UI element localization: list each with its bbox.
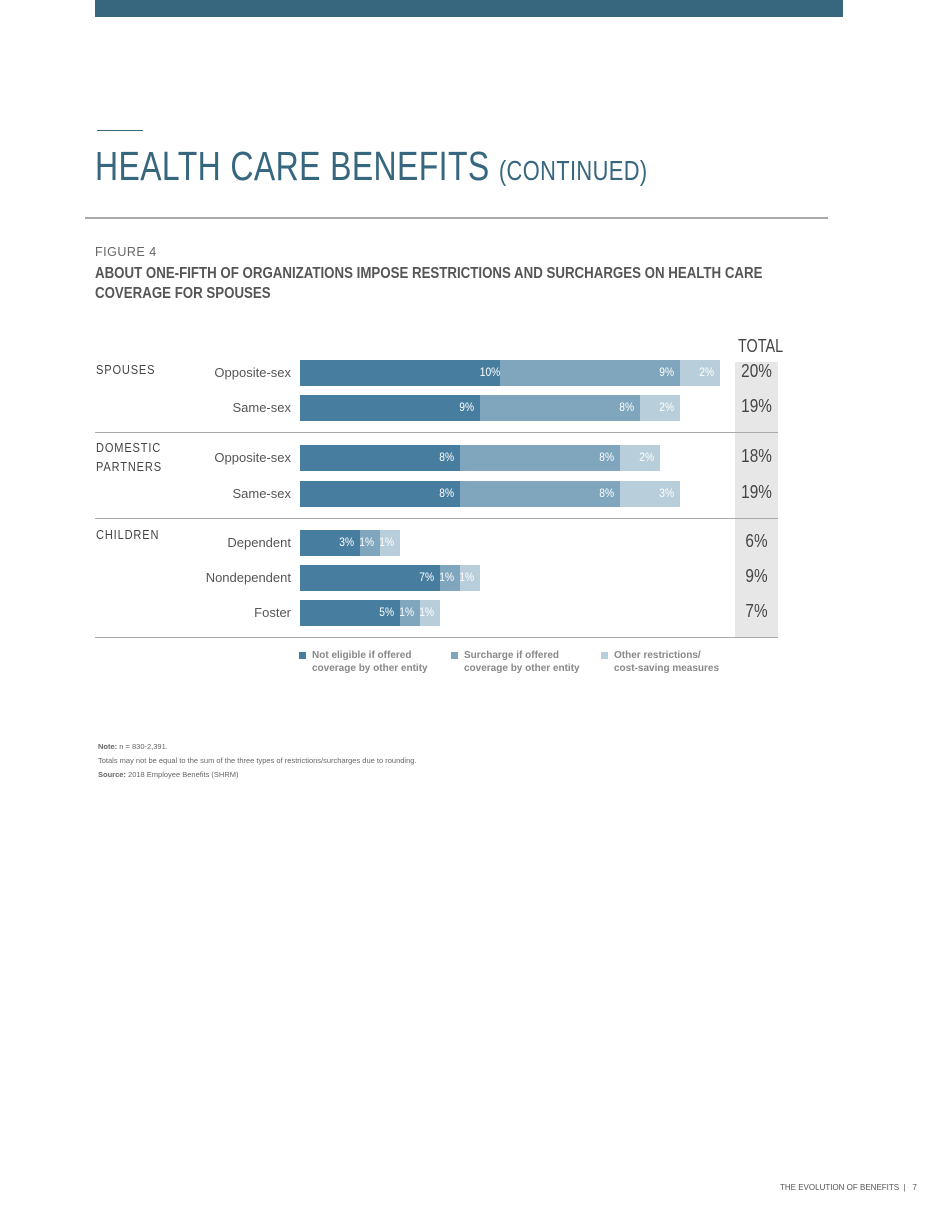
page-number: 7 <box>912 1183 917 1192</box>
note-rounding: Totals may not be equal to the sum of th… <box>98 756 417 765</box>
row-label: Nondependent <box>205 570 291 585</box>
row-total: 18% <box>741 446 772 466</box>
row-total: 6% <box>745 531 768 551</box>
group-label: SPOUSES <box>96 362 156 377</box>
bar-segment <box>480 395 640 421</box>
bar-segment <box>420 600 440 626</box>
bar-value-label: 8% <box>599 450 615 464</box>
total-header: TOTAL <box>738 336 784 356</box>
bar-value-label: 1% <box>459 570 475 584</box>
bar-segment <box>300 395 480 421</box>
row-total: 7% <box>745 601 768 621</box>
legend-swatch <box>451 652 458 659</box>
bar-value-label: 1% <box>419 605 435 619</box>
bar-segment <box>300 530 360 556</box>
top-banner <box>95 0 843 17</box>
group-label: DOMESTIC PARTNERS <box>96 440 162 474</box>
bar-segment <box>300 481 460 507</box>
group-divider <box>95 518 778 519</box>
bar-segment <box>380 530 400 556</box>
title-accent-rule <box>97 130 143 131</box>
legend-swatch <box>601 652 608 659</box>
group-divider <box>95 432 778 433</box>
legend-item: Other restrictions/ cost-saving measures <box>601 650 724 675</box>
bar-segment <box>620 481 680 507</box>
bar-value-label: 5% <box>379 605 395 619</box>
notes: Note: n = 830-2,391. Totals may not be e… <box>98 740 417 782</box>
bar-segment <box>300 565 440 591</box>
bar-value-label: 9% <box>659 365 675 379</box>
figure-label: FIGURE 4 <box>95 245 157 259</box>
bar-value-label: 8% <box>599 486 615 500</box>
row-total: 9% <box>745 566 768 586</box>
figure-title: ABOUT ONE-FIFTH OF ORGANIZATIONS IMPOSE … <box>95 265 763 302</box>
bar-value-label: 10% <box>479 365 501 379</box>
bar-value-label: 2% <box>639 450 655 464</box>
row-label: Same-sex <box>232 486 291 501</box>
bar-value-label: 2% <box>659 400 675 414</box>
bar-segment <box>460 445 620 471</box>
row-label: Opposite-sex <box>214 450 291 465</box>
source-label: Source: <box>98 770 126 779</box>
bar-segment <box>400 600 420 626</box>
note-text: n = 830-2,391. <box>119 742 168 751</box>
title-suffix: (CONTINUED) <box>498 155 648 186</box>
bar-segment <box>300 445 460 471</box>
title-text: HEALTH CARE BENEFITS <box>95 143 490 189</box>
bar-value-label: 7% <box>419 570 435 584</box>
bar-value-label: 1% <box>399 605 415 619</box>
row-total: 19% <box>741 396 772 416</box>
bar-segment <box>680 360 720 386</box>
bar-value-label: 9% <box>459 400 475 414</box>
group-label: CHILDREN <box>96 527 160 542</box>
total-column <box>735 362 778 638</box>
row-label: Opposite-sex <box>214 365 291 380</box>
divider <box>85 217 828 219</box>
footer: THE EVOLUTION OF BENEFITS | 7 <box>780 1183 917 1192</box>
bar-segment <box>360 530 380 556</box>
bar-value-label: 8% <box>619 400 635 414</box>
legend-item: Not eligible if offered coverage by othe… <box>299 650 437 675</box>
bar-segment <box>460 565 480 591</box>
bar-segment <box>300 360 500 386</box>
legend-item: Surcharge if offered coverage by other e… <box>451 650 589 675</box>
bar-value-label: 2% <box>699 365 715 379</box>
legend-label: Other restrictions/ cost-saving measures <box>614 650 720 674</box>
group-divider <box>95 637 778 638</box>
bar-value-label: 1% <box>359 535 375 549</box>
row-label: Dependent <box>227 535 291 550</box>
bar-value-label: 1% <box>439 570 455 584</box>
legend-label: Surcharge if offered coverage by other e… <box>464 650 580 674</box>
page-title: HEALTH CARE BENEFITS (CONTINUED) <box>95 143 648 190</box>
bar-value-label: 3% <box>659 486 675 500</box>
note-label: Note: <box>98 742 118 751</box>
row-label: Same-sex <box>232 400 291 415</box>
legend-label: Not eligible if offered coverage by othe… <box>312 650 428 674</box>
source-text: 2018 Employee Benefits (SHRM) <box>128 770 239 779</box>
bar-value-label: 1% <box>379 535 395 549</box>
bar-value-label: 3% <box>339 535 355 549</box>
legend-swatch <box>299 652 306 659</box>
bar-segment <box>640 395 680 421</box>
bar-segment <box>620 445 660 471</box>
bar-value-label: 8% <box>439 486 455 500</box>
row-label: Foster <box>254 605 291 620</box>
row-total: 19% <box>741 482 772 502</box>
row-total: 20% <box>741 361 772 381</box>
bar-segment <box>500 360 680 386</box>
bar-segment <box>460 481 620 507</box>
bar-segment <box>440 565 460 591</box>
bar-segment <box>300 600 400 626</box>
footer-text: THE EVOLUTION OF BENEFITS <box>780 1183 900 1192</box>
bar-value-label: 8% <box>439 450 455 464</box>
